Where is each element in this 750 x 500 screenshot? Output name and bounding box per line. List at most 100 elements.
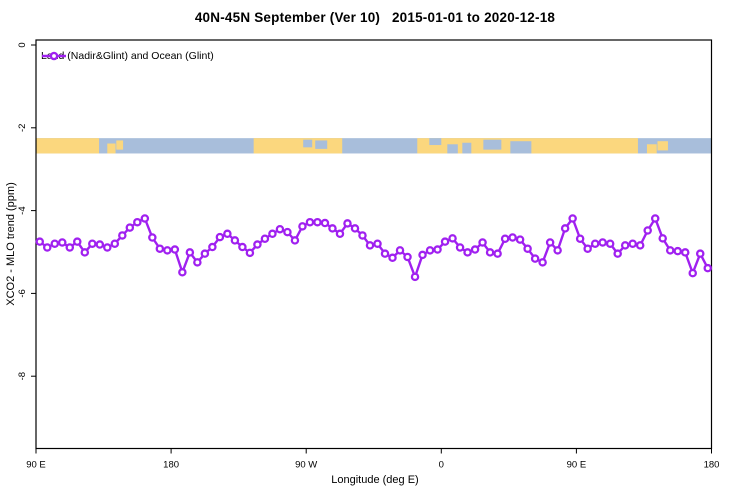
data-point-marker xyxy=(478,238,487,247)
data-point-marker xyxy=(283,227,292,237)
y-tick-label: -2 xyxy=(17,124,28,132)
x-tick-label: 90 W xyxy=(295,460,317,471)
map-band-ocean-patch xyxy=(462,142,472,154)
data-point-marker xyxy=(260,234,270,244)
plot-box xyxy=(35,39,713,450)
data-point-marker xyxy=(110,239,120,248)
map-band-ocean-patch xyxy=(447,144,458,154)
data-point-marker xyxy=(253,240,262,249)
data-point-marker xyxy=(635,241,645,250)
data-point-marker xyxy=(140,214,150,223)
data-point-marker xyxy=(80,248,90,257)
map-band-ocean-patch xyxy=(510,141,532,154)
data-point-marker xyxy=(688,268,697,278)
y-tick-label: -6 xyxy=(17,289,28,297)
data-point-marker xyxy=(358,231,367,240)
x-tick-label: 180 xyxy=(704,460,720,471)
data-point-marker xyxy=(155,244,165,253)
data-point-marker xyxy=(500,234,510,244)
map-band-ocean-patch xyxy=(303,139,313,148)
data-point-marker xyxy=(133,217,142,227)
legend: Land (Nadir&Glint) and Ocean (Glint) xyxy=(41,50,214,62)
data-point-marker xyxy=(703,263,712,273)
data-point-marker xyxy=(305,217,315,227)
map-band-land-segment xyxy=(107,143,116,154)
data-point-marker xyxy=(515,235,525,244)
data-point-marker xyxy=(365,241,375,250)
data-point-marker xyxy=(313,217,322,227)
data-point-marker xyxy=(560,224,570,233)
data-point-marker xyxy=(440,237,450,246)
data-point-marker xyxy=(530,254,540,263)
chart-title: 40N-45N September (Ver 10) 2015-01-01 to… xyxy=(194,10,556,25)
data-point-marker xyxy=(118,231,127,240)
data-point-marker xyxy=(65,243,75,252)
data-point-marker xyxy=(455,243,465,252)
data-point-marker xyxy=(178,268,187,277)
data-point-marker xyxy=(238,242,247,252)
data-point-marker xyxy=(230,236,240,245)
data-point-marker xyxy=(335,229,345,239)
data-point-marker xyxy=(245,248,255,258)
data-point-marker xyxy=(523,244,532,253)
map-band-land-segment xyxy=(36,138,100,154)
data-point-marker xyxy=(613,249,622,258)
data-point-marker xyxy=(463,248,472,257)
data-point-marker xyxy=(598,238,607,247)
y-tick-label: 0 xyxy=(17,42,28,47)
data-point-marker xyxy=(665,246,675,255)
data-point-marker xyxy=(403,252,412,262)
data-point-marker xyxy=(320,218,330,228)
data-point-marker xyxy=(418,250,427,260)
data-point-marker xyxy=(170,245,180,254)
data-point-marker xyxy=(575,234,585,244)
data-line xyxy=(38,217,709,279)
map-band-land-segment xyxy=(646,144,657,154)
data-point-marker xyxy=(103,243,112,252)
data-point-marker xyxy=(88,239,97,248)
data-point-marker xyxy=(395,246,405,255)
y-axis-title: XCO2 - MLO trend (ppm) xyxy=(5,182,17,306)
x-tick-label: 180 xyxy=(163,460,179,471)
data-point-marker xyxy=(193,258,202,267)
map-band-ocean-patch xyxy=(483,139,502,150)
data-point-marker xyxy=(388,253,397,263)
data-point-marker xyxy=(643,226,652,235)
data-point-marker xyxy=(268,229,277,239)
data-point-marker xyxy=(163,246,172,255)
data-point-marker xyxy=(628,239,637,248)
legend-line-marker-icon xyxy=(42,51,66,61)
y-tick-label: -8 xyxy=(17,372,28,380)
data-point-marker xyxy=(328,224,337,233)
map-band-ocean-patch xyxy=(429,138,442,146)
data-point-marker xyxy=(470,245,480,254)
data-point-marker xyxy=(695,249,705,258)
x-tick-label: 90 E xyxy=(567,460,587,471)
data-point-marker xyxy=(275,224,285,234)
data-point-marker xyxy=(208,242,217,252)
data-point-marker xyxy=(148,233,157,242)
data-point-marker xyxy=(545,238,555,247)
data-point-marker xyxy=(73,237,82,246)
data-point-marker xyxy=(680,248,690,257)
x-tick-label: 90 E xyxy=(26,460,46,471)
map-band-land-segment xyxy=(657,141,668,151)
data-point-marker xyxy=(58,238,67,247)
data-point-marker xyxy=(620,241,630,250)
data-point-marker xyxy=(200,249,210,258)
data-point-marker xyxy=(650,214,660,223)
x-axis-title: Longitude (deg E) xyxy=(331,474,419,486)
data-point-marker xyxy=(590,239,600,248)
data-point-marker xyxy=(508,233,517,242)
data-point-marker xyxy=(553,246,562,255)
data-point-marker xyxy=(43,243,52,252)
data-point-marker xyxy=(425,246,435,255)
data-point-marker xyxy=(185,248,195,257)
data-point-marker xyxy=(673,246,682,256)
data-point-marker xyxy=(35,237,45,246)
data-point-marker xyxy=(215,232,225,242)
data-point-marker xyxy=(485,248,495,257)
map-band-land-segment xyxy=(116,140,124,150)
data-point-marker xyxy=(350,224,360,233)
